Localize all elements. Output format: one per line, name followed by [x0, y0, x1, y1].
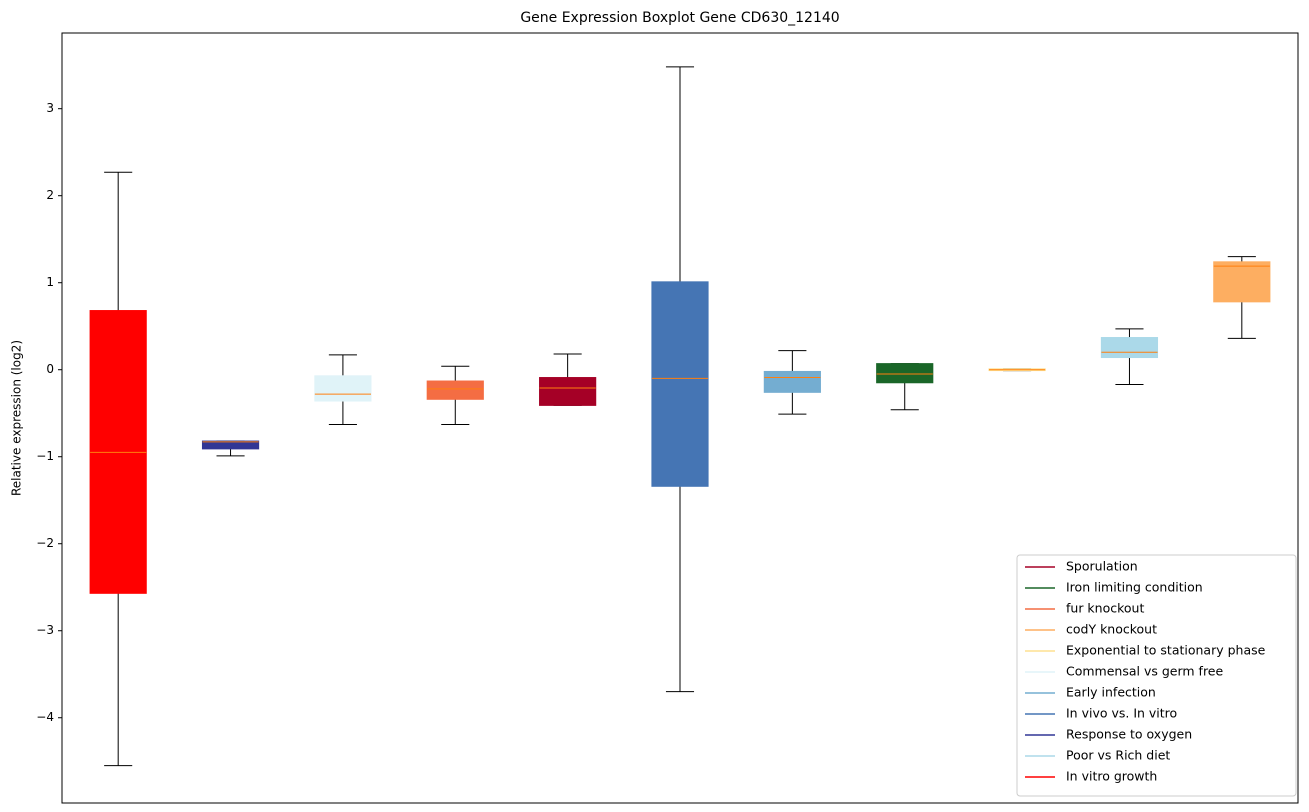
- legend-label: codY knockout: [1066, 622, 1157, 637]
- box-group: [89, 171, 147, 767]
- y-tick-label: 3: [46, 101, 54, 115]
- box-group: [988, 368, 1046, 372]
- y-tick-label: 2: [46, 188, 54, 202]
- box-group: [1100, 328, 1159, 386]
- y-axis-label: Relative expression (log2): [10, 340, 24, 496]
- legend-label: In vivo vs. In vitro: [1066, 706, 1177, 721]
- box: [1213, 261, 1271, 303]
- legend-label: Iron limiting condition: [1066, 580, 1203, 595]
- box-group: [539, 353, 597, 406]
- box: [763, 370, 821, 393]
- legend-frame: [1016, 554, 1297, 797]
- box: [876, 363, 934, 384]
- legend-label: Early infection: [1066, 685, 1156, 700]
- legend-label: Exponential to stationary phase: [1066, 643, 1266, 658]
- box-group: [763, 350, 821, 415]
- box-group: [651, 66, 709, 693]
- box-group: [426, 365, 484, 426]
- legend-label: Poor vs Rich diet: [1066, 748, 1170, 763]
- box: [651, 281, 709, 487]
- box-group: [314, 354, 372, 426]
- box: [201, 440, 260, 450]
- legend-label: Response to oxygen: [1066, 727, 1192, 742]
- legend-label: In vitro growth: [1066, 769, 1157, 784]
- y-tick-label: 0: [46, 362, 54, 376]
- box: [314, 375, 372, 402]
- box-group: [1213, 256, 1271, 339]
- plot-frame: [61, 32, 1299, 804]
- box: [1100, 337, 1159, 359]
- y-tick-label: −3: [36, 623, 54, 637]
- chart-title: Gene Expression Boxplot Gene CD630_12140: [520, 10, 839, 26]
- y-tick-label: −1: [36, 449, 54, 463]
- box: [539, 377, 597, 406]
- legend-label: Sporulation: [1066, 559, 1138, 574]
- y-tick-label: 1: [46, 275, 54, 289]
- box-group: [201, 440, 260, 457]
- legend: Sporulation Iron limiting condition fur kn…: [1016, 554, 1297, 797]
- box-group: [876, 363, 934, 411]
- y-tick-label: −4: [36, 710, 54, 724]
- legend-label: Commensal vs germ free: [1066, 664, 1223, 679]
- box: [426, 380, 484, 400]
- y-tick-label: −2: [36, 536, 54, 550]
- legend-label: fur knockout: [1066, 601, 1144, 616]
